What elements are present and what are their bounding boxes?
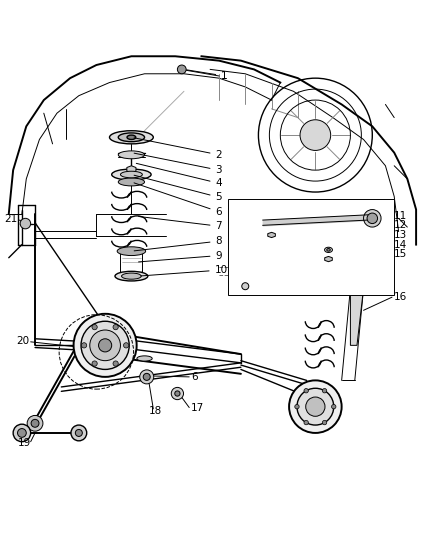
Ellipse shape xyxy=(117,247,145,255)
Circle shape xyxy=(31,419,39,427)
Circle shape xyxy=(304,421,308,425)
Circle shape xyxy=(140,370,154,384)
Bar xyxy=(228,199,394,295)
Text: 6: 6 xyxy=(134,183,222,217)
Ellipse shape xyxy=(127,135,136,140)
Ellipse shape xyxy=(120,171,142,178)
Circle shape xyxy=(295,405,299,409)
Text: 6: 6 xyxy=(191,372,198,382)
Text: 15: 15 xyxy=(394,249,407,259)
Circle shape xyxy=(332,405,336,409)
Circle shape xyxy=(81,343,87,348)
Polygon shape xyxy=(325,256,332,262)
Circle shape xyxy=(81,321,129,369)
Circle shape xyxy=(74,314,137,377)
Circle shape xyxy=(175,391,180,396)
Circle shape xyxy=(71,425,87,441)
Circle shape xyxy=(289,381,342,433)
Circle shape xyxy=(300,120,331,150)
Ellipse shape xyxy=(115,271,148,281)
Circle shape xyxy=(99,339,112,352)
Ellipse shape xyxy=(118,178,145,186)
Text: 14: 14 xyxy=(394,240,407,249)
Circle shape xyxy=(322,421,327,425)
Circle shape xyxy=(306,397,325,416)
Text: 5: 5 xyxy=(134,175,222,203)
Polygon shape xyxy=(268,232,276,238)
Circle shape xyxy=(18,429,26,437)
Ellipse shape xyxy=(112,169,151,180)
Text: 16: 16 xyxy=(394,292,407,302)
Text: 1: 1 xyxy=(187,70,228,81)
Text: 18: 18 xyxy=(149,406,162,416)
Text: 7: 7 xyxy=(138,216,222,231)
Ellipse shape xyxy=(118,133,145,142)
Circle shape xyxy=(13,424,31,442)
Text: 11: 11 xyxy=(394,211,407,221)
Ellipse shape xyxy=(137,356,152,361)
Text: 8: 8 xyxy=(134,236,222,251)
Circle shape xyxy=(27,415,43,431)
Circle shape xyxy=(113,361,118,366)
Text: 21: 21 xyxy=(4,214,18,224)
Circle shape xyxy=(304,389,308,393)
Circle shape xyxy=(364,209,381,227)
Ellipse shape xyxy=(327,248,330,251)
Text: 17: 17 xyxy=(191,402,204,413)
Circle shape xyxy=(75,430,82,437)
Circle shape xyxy=(113,325,118,330)
Circle shape xyxy=(367,213,378,223)
Ellipse shape xyxy=(118,151,145,159)
Text: 20: 20 xyxy=(17,336,30,346)
Circle shape xyxy=(297,388,334,425)
Circle shape xyxy=(92,361,97,366)
Ellipse shape xyxy=(110,131,153,144)
Circle shape xyxy=(90,330,120,361)
Ellipse shape xyxy=(121,273,141,279)
Ellipse shape xyxy=(325,247,332,253)
Text: 3: 3 xyxy=(134,153,222,175)
Circle shape xyxy=(143,374,150,381)
Circle shape xyxy=(20,219,31,229)
Polygon shape xyxy=(127,166,136,173)
Circle shape xyxy=(124,343,129,348)
Text: 9: 9 xyxy=(138,251,222,262)
Circle shape xyxy=(348,255,361,269)
Circle shape xyxy=(242,282,249,290)
Text: 2: 2 xyxy=(134,138,222,160)
Circle shape xyxy=(177,65,186,74)
Text: 4: 4 xyxy=(136,163,222,188)
Circle shape xyxy=(92,325,97,330)
Circle shape xyxy=(171,387,184,400)
Text: 10: 10 xyxy=(141,265,228,276)
Text: 12: 12 xyxy=(394,220,407,230)
Polygon shape xyxy=(350,288,364,345)
Text: 19: 19 xyxy=(18,438,31,448)
Circle shape xyxy=(322,389,327,393)
Text: 1: 1 xyxy=(221,71,228,81)
Text: 13: 13 xyxy=(394,230,407,240)
